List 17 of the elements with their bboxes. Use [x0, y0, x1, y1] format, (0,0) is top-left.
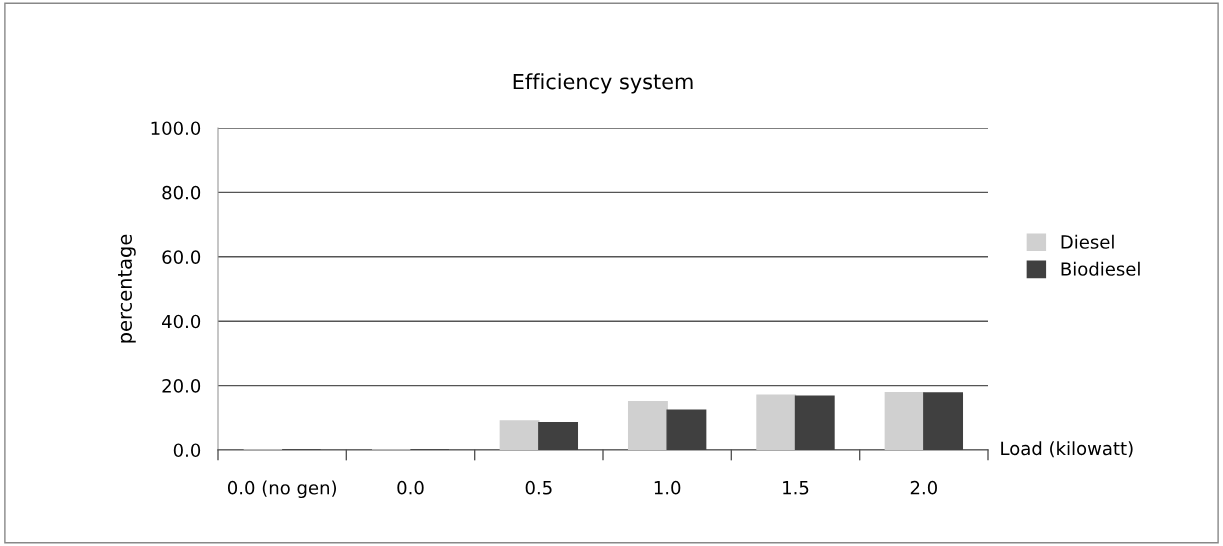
y-tick-label: 60.0 — [162, 250, 201, 264]
chart-title: Efficiency system — [513, 73, 693, 94]
x-tick-label: 1.0 — [654, 480, 681, 495]
x-tick-label: 0.0 (no gen) — [227, 480, 337, 499]
x-axis-title: Load (kilowatt) — [1001, 441, 1133, 458]
x-tick-label: 1.5 — [783, 481, 809, 495]
y-tick-label: 80.0 — [162, 185, 201, 200]
y-axis-title: percentage — [118, 234, 136, 343]
y-tick-label: 20.0 — [162, 379, 201, 393]
y-tick-label: 0.0 — [173, 443, 201, 458]
y-tick-label: 40.0 — [162, 314, 201, 329]
legend-label: Biodiesel — [1061, 261, 1140, 276]
y-tick-label: 100.0 — [151, 121, 201, 136]
legend-label: Diesel — [1061, 234, 1114, 249]
x-tick-label: 0.5 — [525, 480, 552, 495]
x-tick-label: 2.0 — [910, 480, 937, 495]
x-tick-label: 0.0 — [397, 480, 424, 495]
